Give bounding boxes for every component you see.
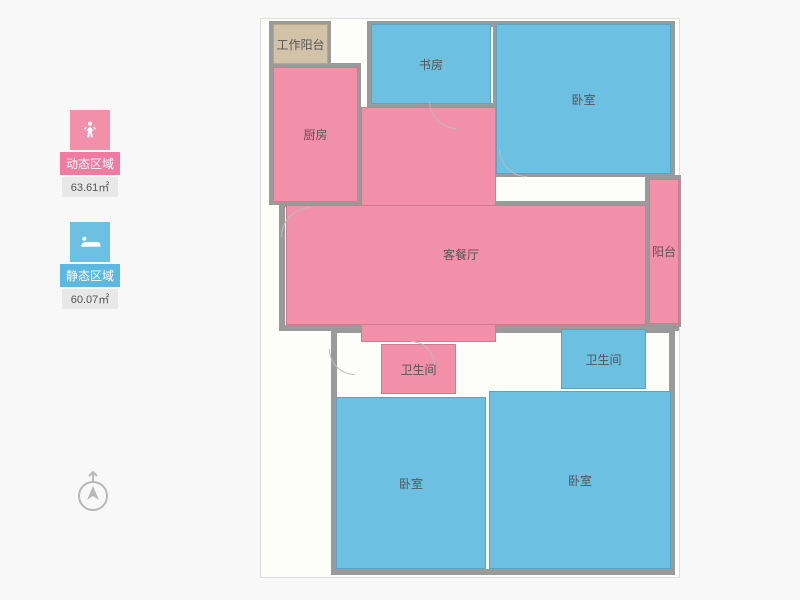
room-label-kitchen: 厨房 xyxy=(303,126,327,143)
room-label-work-balcony: 工作阳台 xyxy=(276,36,324,53)
room-label-bedroom-1: 卧室 xyxy=(571,91,595,108)
floor-plan: 工作阳台书房卧室厨房客餐厅阳台卫生间卫生间卧室卧室 xyxy=(260,18,680,578)
compass-icon xyxy=(75,470,111,519)
room-label-bedroom-3: 卧室 xyxy=(568,472,592,489)
legend-static-value: 60.07㎡ xyxy=(62,289,118,309)
dynamic-zone-icon xyxy=(70,110,110,150)
legend: 动态区域 63.61㎡ 静态区域 60.07㎡ xyxy=(60,110,120,334)
legend-static-label: 静态区域 xyxy=(60,264,120,287)
room-bath-2: 卫生间 xyxy=(561,329,646,389)
legend-dynamic-value: 63.61㎡ xyxy=(62,177,118,197)
room-label-bedroom-2: 卧室 xyxy=(399,475,423,492)
room-label-study: 书房 xyxy=(419,56,443,73)
legend-static: 静态区域 60.07㎡ xyxy=(60,222,120,309)
room-label-bath-2: 卫生间 xyxy=(585,351,621,368)
room-living-label-holder: 客餐厅 xyxy=(411,244,511,264)
room-label-balcony: 阳台 xyxy=(652,243,676,260)
room-kitchen: 厨房 xyxy=(273,67,358,202)
room-label-living: 客餐厅 xyxy=(443,246,479,263)
legend-dynamic: 动态区域 63.61㎡ xyxy=(60,110,120,197)
legend-dynamic-label: 动态区域 xyxy=(60,152,120,175)
room-bedroom-3: 卧室 xyxy=(489,391,671,569)
room-study: 书房 xyxy=(371,24,491,104)
room-work-balcony: 工作阳台 xyxy=(273,24,328,64)
room-balcony: 阳台 xyxy=(649,179,679,324)
static-zone-icon xyxy=(70,222,110,262)
room-bedroom-2: 卧室 xyxy=(336,397,486,569)
room-living xyxy=(286,205,646,325)
